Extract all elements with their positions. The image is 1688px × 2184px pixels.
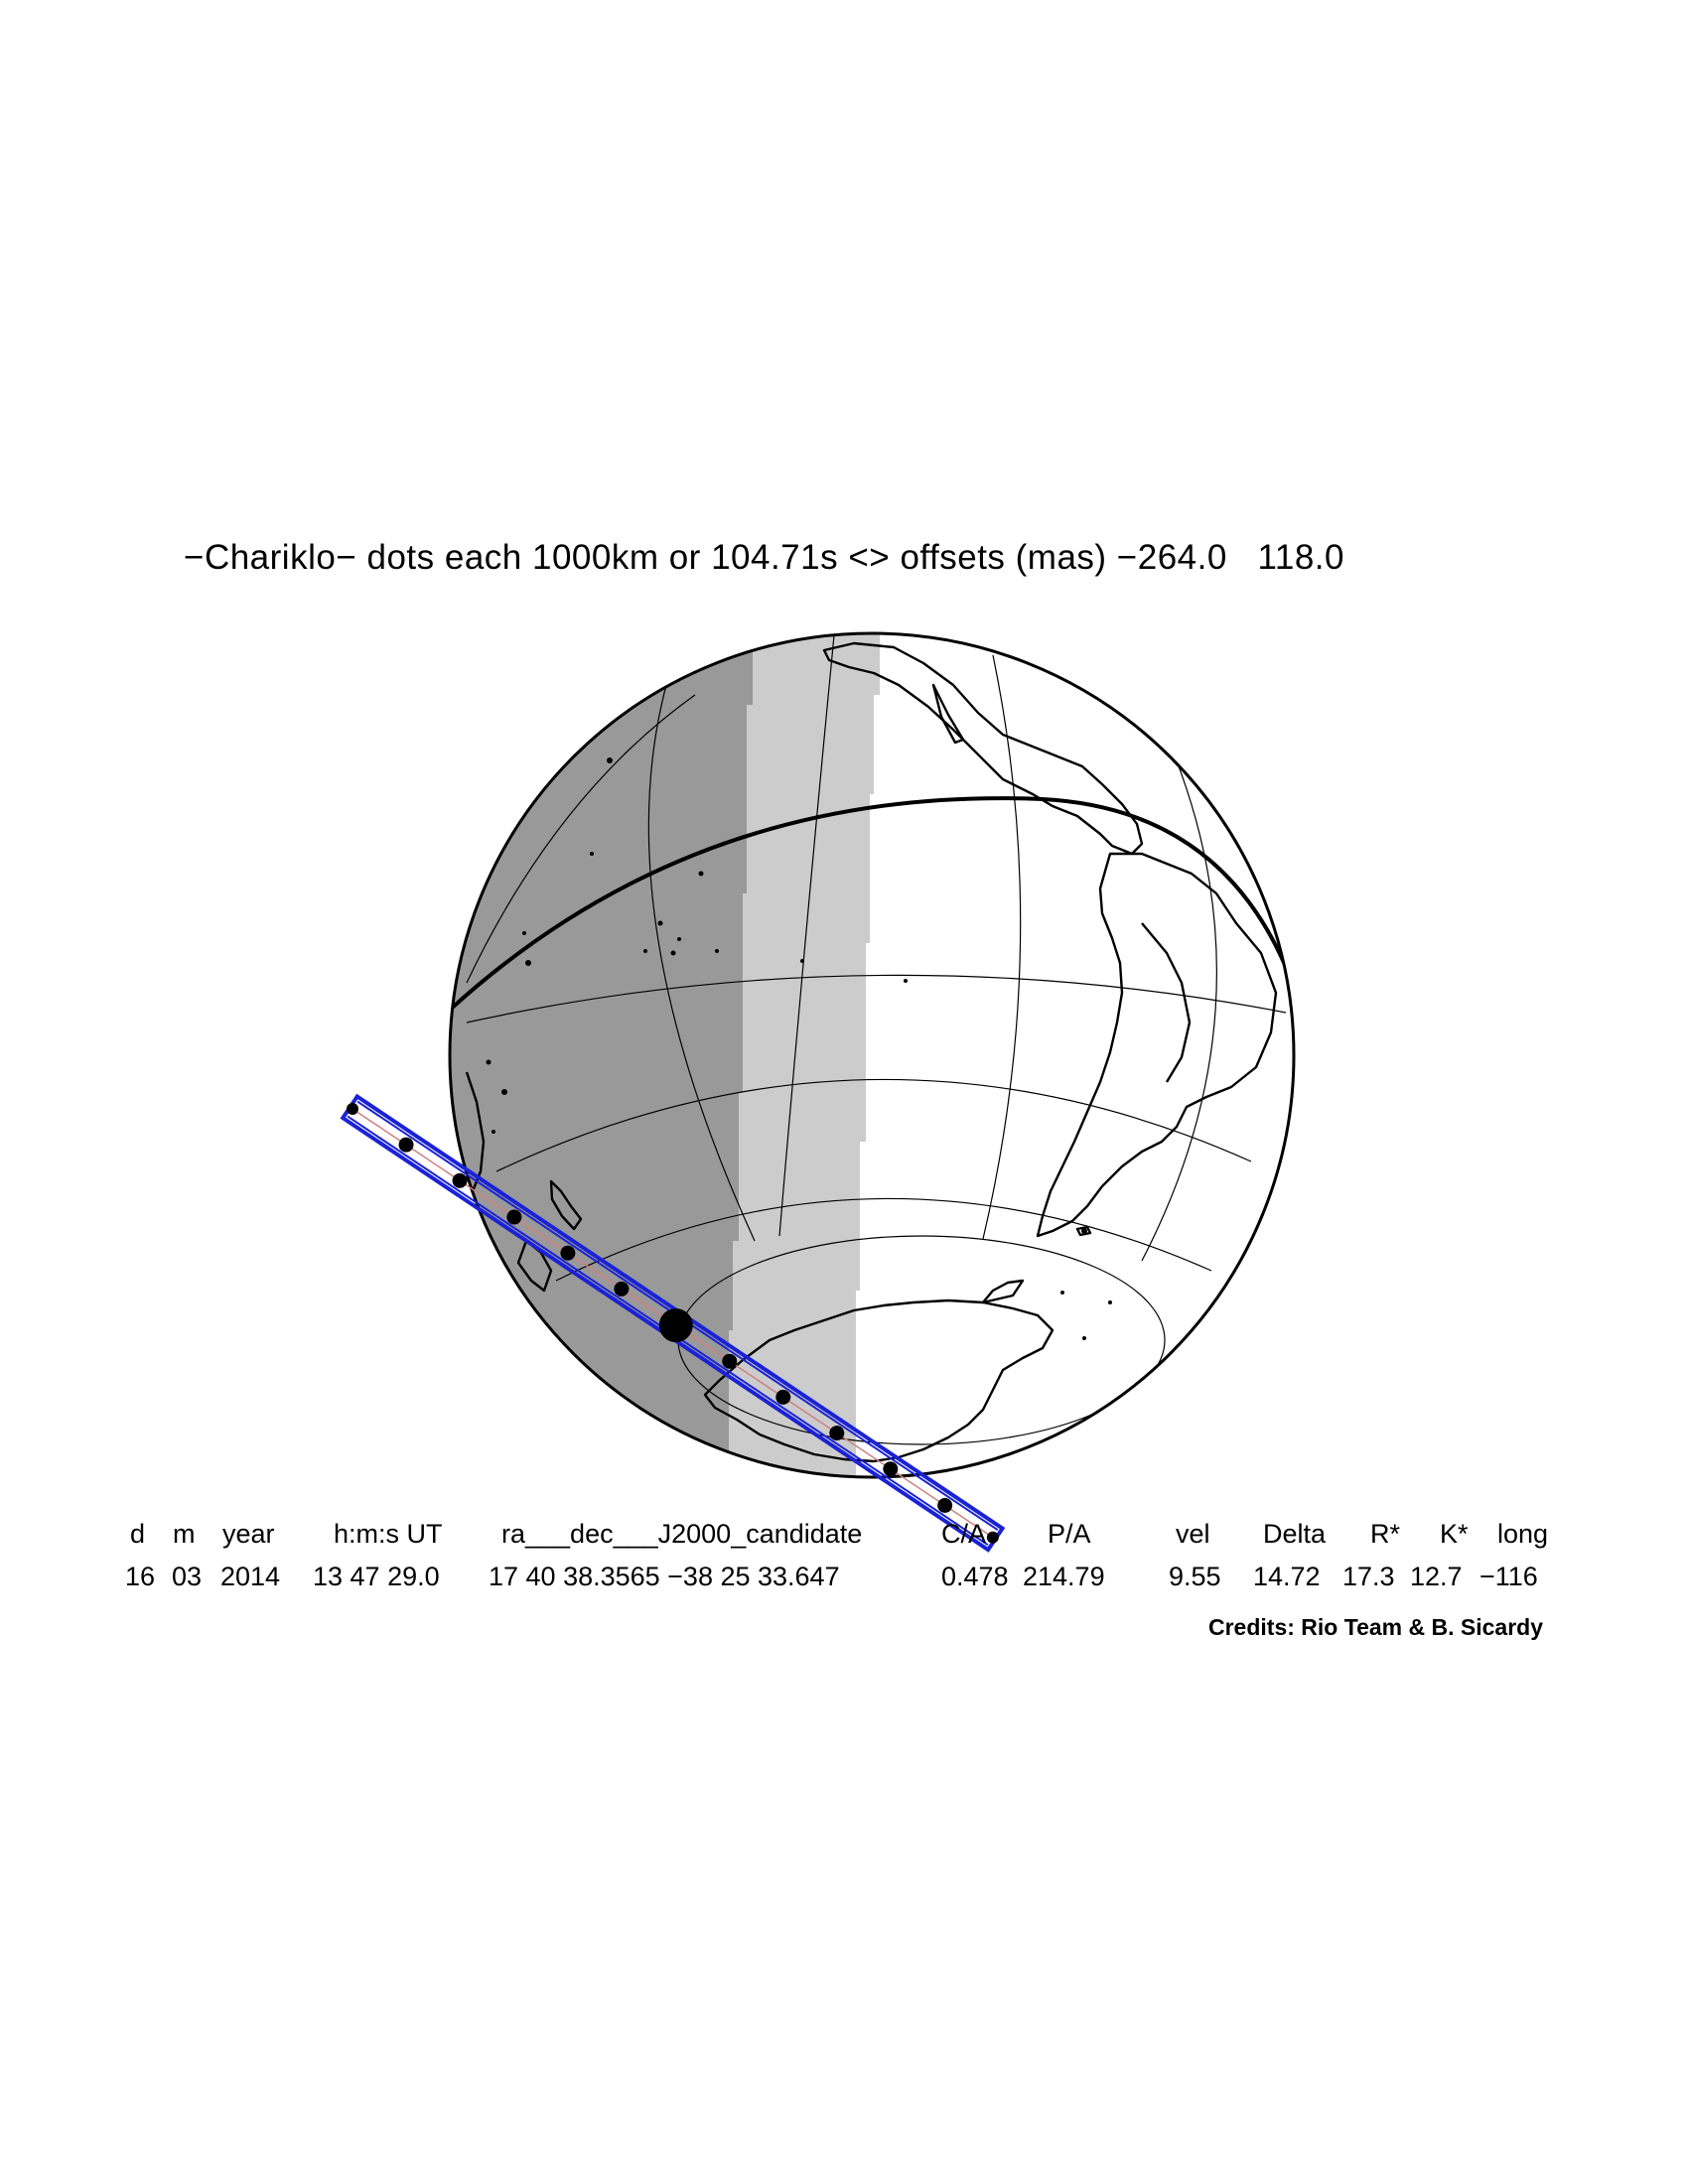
island: [800, 959, 804, 963]
latitude-line: [555, 1197, 1212, 1282]
time-dot: [398, 1137, 414, 1153]
header-time: h:m:s UT: [334, 1519, 443, 1549]
value-time: 13 47 29.0: [313, 1562, 440, 1591]
island: [677, 937, 681, 941]
meridian-line: [466, 694, 696, 984]
equator-line: [450, 796, 1294, 1015]
island: [670, 950, 676, 956]
header-vel: vel: [1176, 1519, 1210, 1549]
twilight-region: [729, 633, 880, 1477]
header-coordinates: ra___dec___J2000_candidate: [501, 1519, 863, 1549]
header-day: d: [130, 1519, 146, 1549]
island: [1108, 1300, 1112, 1304]
header-ca: C/A: [941, 1519, 987, 1549]
antarctic-peninsula: [981, 1279, 1025, 1304]
time-dot: [986, 1531, 999, 1544]
header-r-star: R*: [1370, 1519, 1401, 1549]
pacific-islands: [486, 757, 1112, 1340]
header-long: long: [1497, 1519, 1549, 1549]
new-zealand-north: [549, 1179, 583, 1231]
south-america-inner: [1141, 922, 1192, 1083]
island: [522, 931, 526, 935]
value-day: 16: [125, 1562, 156, 1591]
time-dot: [883, 1461, 899, 1477]
island: [501, 1089, 507, 1095]
value-pa: 214.79: [1023, 1562, 1105, 1591]
header-delta: Delta: [1263, 1519, 1327, 1549]
island: [657, 920, 663, 926]
island: [904, 979, 908, 983]
time-dot: [347, 1103, 358, 1115]
falkland-islands: [1075, 1225, 1092, 1237]
value-delta: 14.72: [1253, 1562, 1321, 1591]
value-month: 03: [172, 1562, 203, 1591]
time-dot: [614, 1281, 630, 1297]
baja-california: [931, 683, 965, 745]
credits: Credits: Rio Team & B. Sicardy: [1208, 1614, 1543, 1640]
south-america-coast: [1036, 852, 1278, 1238]
island: [607, 757, 613, 763]
map-title: −Chariklo− dots each 1000km or 104.71s <…: [184, 538, 1344, 577]
island: [525, 960, 531, 966]
shadow-path: [340, 1093, 1006, 1553]
meridian-line: [778, 634, 835, 1237]
time-dot: [829, 1426, 845, 1441]
value-coordinates: 17 40 38.3565 −38 25 33.647: [489, 1562, 840, 1591]
header-year: year: [222, 1519, 275, 1549]
island: [486, 1059, 492, 1065]
globe-shading: [450, 633, 1294, 1477]
island: [643, 949, 647, 953]
night-region: [450, 633, 753, 1477]
island: [1060, 1291, 1064, 1295]
globe-outline: [448, 631, 1296, 1479]
header-month: m: [173, 1519, 196, 1549]
value-k-star: 12.7: [1410, 1562, 1463, 1591]
time-dot: [775, 1389, 791, 1405]
island: [590, 852, 594, 856]
value-vel: 9.55: [1169, 1562, 1221, 1591]
island: [492, 1130, 495, 1134]
island: [1082, 1336, 1086, 1340]
time-dot: [722, 1353, 738, 1369]
island: [1081, 1228, 1087, 1234]
island: [715, 949, 719, 953]
time-dot: [560, 1245, 576, 1261]
antarctica-coast: [703, 1298, 1055, 1463]
closest-approach-dot: [658, 1308, 693, 1343]
meridian-line: [1141, 724, 1217, 1262]
header-pa: P/A: [1048, 1519, 1091, 1549]
value-long: −116: [1479, 1562, 1538, 1591]
latitude-line: [466, 974, 1287, 1024]
time-dot: [452, 1172, 468, 1188]
latitude-line: [495, 1078, 1252, 1172]
island: [698, 871, 704, 877]
time-dot: [937, 1497, 953, 1513]
header-k-star: K*: [1440, 1519, 1469, 1549]
time-dot: [506, 1209, 522, 1225]
time-dots: [347, 1103, 999, 1544]
value-year: 2014: [220, 1562, 281, 1591]
value-r-star: 17.3: [1342, 1562, 1395, 1591]
value-ca: 0.478: [941, 1562, 1009, 1591]
